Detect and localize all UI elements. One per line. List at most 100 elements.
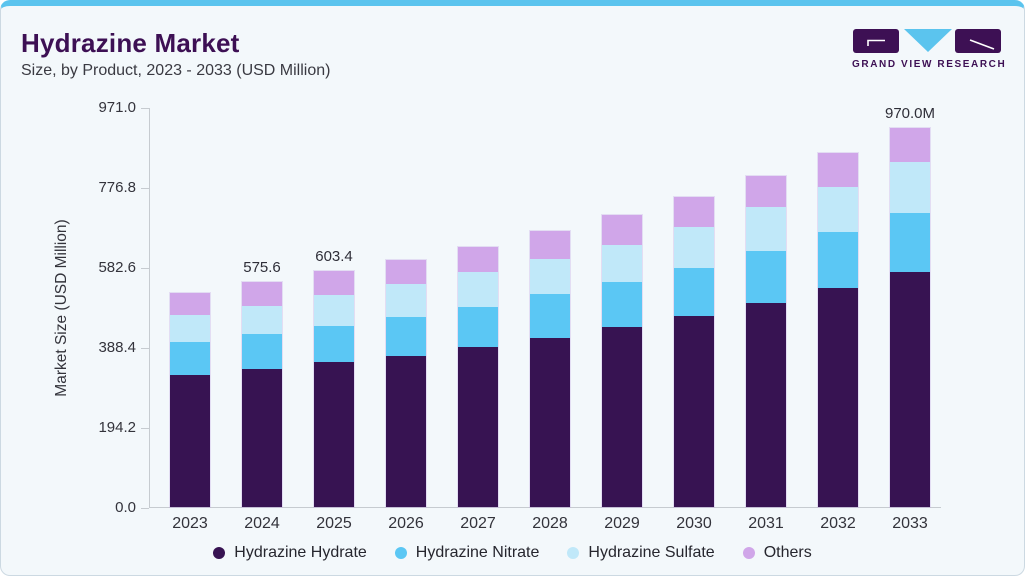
bar-total-label-2024: 575.6 xyxy=(243,258,281,276)
bar-group-2024 xyxy=(242,281,282,507)
page-title: Hydrazine Market xyxy=(21,28,240,58)
bar-segment-hydrazine-hydrate xyxy=(674,315,714,507)
bar-segment-others xyxy=(458,246,498,273)
x-tick-label-2027: 2027 xyxy=(460,515,496,532)
legend: Hydrazine Hydrate Hydrazine Nitrate Hydraz… xyxy=(1,544,1024,562)
bar-segment-others xyxy=(170,293,210,315)
bar-segment-hydrazine-sulfate xyxy=(242,305,282,334)
bar-group-2025 xyxy=(314,271,354,507)
legend-item-others: Others xyxy=(742,544,812,562)
bar-segment-hydrazine-nitrate xyxy=(602,282,642,328)
x-tick-label-2026: 2026 xyxy=(388,515,424,532)
x-tick-label-2029: 2029 xyxy=(604,515,640,532)
y-axis-tick xyxy=(141,107,149,109)
bar-segment-hydrazine-sulfate xyxy=(314,294,354,326)
y-axis-tick xyxy=(141,267,149,269)
bar-segment-hydrazine-sulfate xyxy=(746,207,786,252)
bar-total-label-2025: 603.4 xyxy=(315,248,353,266)
bar-segment-hydrazine-nitrate xyxy=(170,342,210,375)
x-tick-label-2028: 2028 xyxy=(532,515,568,532)
bar-segment-others xyxy=(314,271,354,295)
legend-dot xyxy=(567,547,580,559)
bar-segment-hydrazine-sulfate xyxy=(170,314,210,343)
bar-total-label-2033: 970.0M xyxy=(884,104,936,122)
y-axis-tick xyxy=(141,507,149,509)
bar-segment-hydrazine-hydrate xyxy=(386,355,426,507)
bar-segment-others xyxy=(242,281,282,306)
x-tick-label-2025: 2025 xyxy=(316,515,352,532)
bar-segment-hydrazine-nitrate xyxy=(746,251,786,304)
bar-group-2030 xyxy=(674,196,714,507)
bar-group-2032 xyxy=(818,153,858,507)
bar-segment-hydrazine-nitrate xyxy=(314,325,354,362)
bar-segment-hydrazine-hydrate xyxy=(818,288,858,507)
brand-logo: GRAND VIEW RESEARCH xyxy=(852,28,1007,70)
bar-segment-hydrazine-sulfate xyxy=(530,258,570,295)
bar-segment-others xyxy=(818,153,858,187)
bar-segment-hydrazine-nitrate xyxy=(458,307,498,348)
y-tick-label: 0.0 xyxy=(115,499,136,516)
y-tick-label: 388.4 xyxy=(98,339,136,356)
bar-segment-hydrazine-sulfate xyxy=(818,186,858,233)
y-axis-tick xyxy=(141,187,149,189)
bar-segment-hydrazine-nitrate xyxy=(674,267,714,316)
bar-segment-others xyxy=(746,175,786,208)
bar-segment-hydrazine-nitrate xyxy=(530,294,570,338)
bar-segment-hydrazine-nitrate xyxy=(818,232,858,289)
bar-segment-hydrazine-hydrate xyxy=(170,375,210,507)
bar-segment-hydrazine-sulfate xyxy=(890,161,930,213)
bar-segment-hydrazine-hydrate xyxy=(746,303,786,507)
bar-group-2033 xyxy=(890,127,930,507)
bar-segment-hydrazine-sulfate xyxy=(458,272,498,308)
bar-segment-hydrazine-sulfate xyxy=(602,244,642,283)
bar-segment-others xyxy=(386,259,426,285)
bar-group-2023 xyxy=(170,293,210,507)
logo-g-stroke xyxy=(867,39,885,46)
legend-item-hydrazine-sulfate: Hydrazine Sulfate xyxy=(567,544,715,562)
x-tick-label-2030: 2030 xyxy=(676,515,712,532)
y-tick-label: 582.6 xyxy=(98,259,136,276)
bar-group-2027 xyxy=(458,246,498,507)
logo-r-stroke xyxy=(969,39,995,50)
bar-segment-others xyxy=(890,127,930,162)
bar-segment-hydrazine-hydrate xyxy=(602,327,642,507)
y-tick-label: 776.8 xyxy=(98,179,136,196)
brand-logo-marks xyxy=(853,29,1001,53)
legend-item-label: Others xyxy=(763,544,812,561)
bar-segment-hydrazine-sulfate xyxy=(386,284,426,317)
x-tick-label-2032: 2032 xyxy=(820,515,856,532)
bar-group-2026 xyxy=(386,259,426,507)
legend-dot xyxy=(742,547,755,559)
y-axis-title: Market Size (USD Million) xyxy=(53,218,70,397)
x-tick-label-2024: 2024 xyxy=(244,515,280,532)
x-tick-label-2023: 2023 xyxy=(172,515,208,532)
bar-segment-hydrazine-sulfate xyxy=(674,227,714,268)
bar-segment-hydrazine-hydrate xyxy=(242,368,282,507)
bar-group-2031 xyxy=(746,175,786,507)
bar-segment-others xyxy=(674,196,714,227)
bar-segment-others xyxy=(530,231,570,259)
legend-item-hydrazine-nitrate: Hydrazine Nitrate xyxy=(394,544,539,562)
bar-group-2028 xyxy=(530,231,570,507)
legend-dot xyxy=(394,547,407,559)
legend-item-hydrazine-hydrate: Hydrazine Hydrate xyxy=(213,544,367,562)
y-tick-label: 194.2 xyxy=(98,419,136,436)
legend-item-label: Hydrazine Sulfate xyxy=(588,544,715,561)
bar-segment-hydrazine-hydrate xyxy=(530,337,570,507)
bar-segment-others xyxy=(602,215,642,245)
logo-r-block xyxy=(955,29,1001,53)
bar-segment-hydrazine-hydrate xyxy=(890,272,930,507)
page-subtitle: Size, by Product, 2023 - 2033 (USD Milli… xyxy=(21,62,331,79)
bar-group-2029 xyxy=(602,215,642,507)
x-tick-label-2033: 2033 xyxy=(892,515,928,532)
bar-segment-hydrazine-nitrate xyxy=(242,333,282,369)
y-axis-tick xyxy=(141,347,149,349)
bar-segment-hydrazine-nitrate xyxy=(386,316,426,356)
legend-item-label: Hydrazine Hydrate xyxy=(234,544,367,561)
plot-area: Market Size (USD Million) 971.0 776.8 582.… xyxy=(53,99,941,532)
y-tick-label: 971.0 xyxy=(98,99,136,116)
y-axis-tick xyxy=(141,427,149,429)
legend-dot xyxy=(213,547,226,559)
brand-name: GRAND VIEW RESEARCH xyxy=(852,59,1007,70)
